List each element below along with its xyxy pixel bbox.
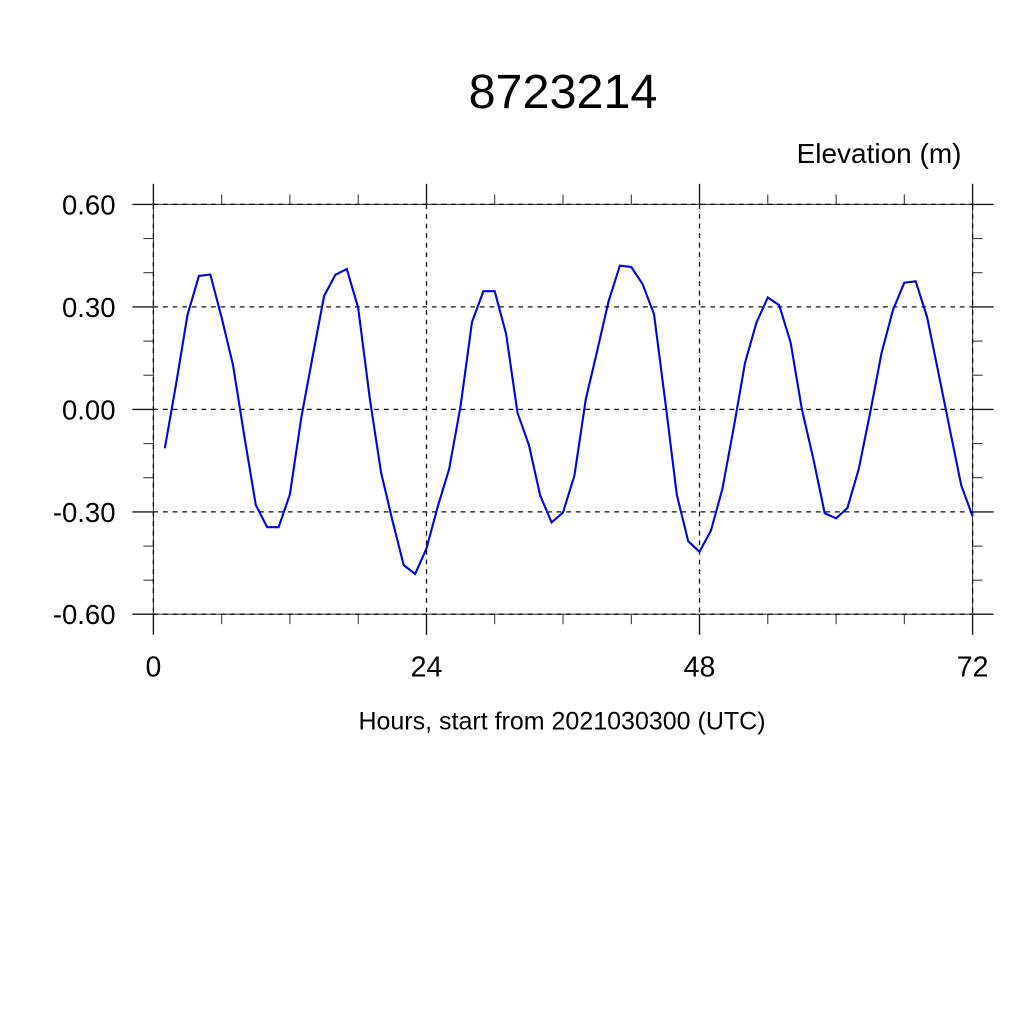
svg-text:72: 72 <box>957 652 989 684</box>
svg-text:8723214: 8723214 <box>469 65 658 119</box>
svg-text:48: 48 <box>684 652 716 684</box>
svg-text:0.30: 0.30 <box>62 292 116 323</box>
svg-text:0.00: 0.00 <box>62 394 116 425</box>
svg-text:-0.30: -0.30 <box>53 497 116 528</box>
svg-text:-0.60: -0.60 <box>53 599 116 630</box>
svg-text:24: 24 <box>411 652 443 684</box>
svg-text:0: 0 <box>145 652 161 684</box>
svg-text:0.60: 0.60 <box>62 189 116 220</box>
svg-text:Hours, start from 2021030300 (: Hours, start from 2021030300 (UTC) <box>358 708 765 736</box>
svg-text:Elevation (m): Elevation (m) <box>797 138 962 169</box>
